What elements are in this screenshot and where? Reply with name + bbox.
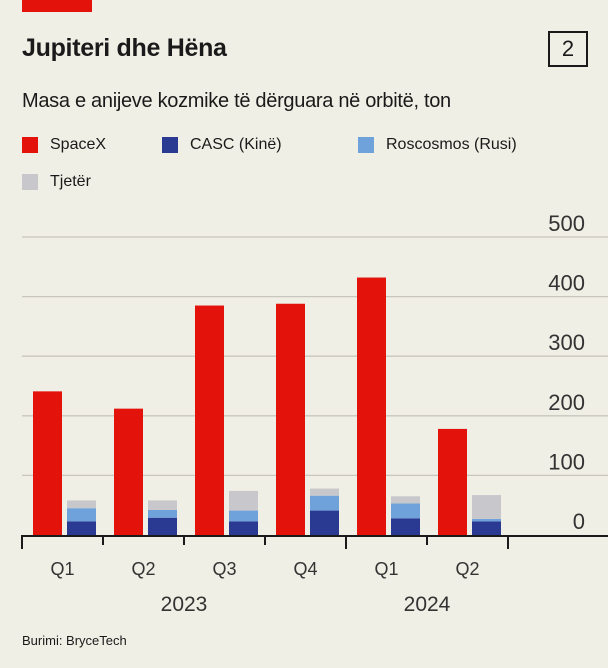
bar-casc — [391, 518, 420, 535]
legend-spacex: SpaceX — [22, 136, 106, 154]
chart-subtitle: Masa e anijeve kozmike të dërguara në or… — [22, 90, 451, 112]
y-tick-label: 0 — [573, 509, 585, 534]
bar-tjetër — [67, 500, 96, 509]
legend-roscosmos: Roscosmos (Rusi) — [358, 136, 517, 154]
bar-tjetër — [148, 500, 177, 510]
legend-label: Roscosmos (Rusi) — [386, 136, 517, 153]
x-tick-label: Q2 — [455, 559, 479, 579]
bar-roscosmos — [310, 495, 339, 511]
y-tick-label: 300 — [548, 330, 585, 355]
bar-roscosmos — [67, 508, 96, 522]
legend-label: SpaceX — [50, 136, 107, 153]
legend-swatch — [162, 137, 178, 153]
bar-casc — [472, 521, 501, 535]
y-tick-label: 400 — [548, 271, 585, 296]
legend-swatch — [22, 174, 38, 190]
legend-label: CASC (Kinë) — [190, 136, 282, 153]
bar-roscosmos — [148, 509, 177, 518]
legend-casc: CASC (Kinë) — [162, 136, 282, 154]
legend-other: Tjetër — [22, 173, 91, 191]
x-tick-label: Q1 — [374, 559, 398, 579]
x-tick-label: Q1 — [50, 559, 74, 579]
bar-spacex — [195, 305, 224, 535]
bar-spacex — [33, 391, 62, 535]
bar-roscosmos — [391, 503, 420, 519]
bar-tjetër — [391, 496, 420, 504]
source-note: Burimi: BryceTech — [22, 633, 127, 648]
bar-tjetër — [472, 495, 501, 519]
legend-swatch — [22, 137, 38, 153]
bar-tjetër — [229, 490, 258, 511]
brand-bar — [22, 0, 92, 12]
x-tick-label: Q4 — [293, 559, 317, 579]
bar-spacex — [114, 408, 143, 535]
legend-swatch — [358, 137, 374, 153]
bar-spacex — [276, 303, 305, 535]
bar-casc — [310, 510, 339, 535]
year-label: 2024 — [404, 593, 451, 616]
bar-spacex — [357, 277, 386, 535]
bar-spacex — [438, 428, 467, 535]
bar-tjetër — [310, 488, 339, 496]
x-tick-label: Q3 — [212, 559, 236, 579]
bar-casc — [229, 521, 258, 535]
y-tick-label: 200 — [548, 390, 585, 415]
bar-roscosmos — [229, 510, 258, 522]
bar-casc — [67, 521, 96, 535]
bar-casc — [148, 517, 177, 535]
y-tick-label: 500 — [548, 211, 585, 236]
legend-label: Tjetër — [50, 173, 91, 190]
chart-title: Jupiteri dhe Hëna — [22, 34, 227, 62]
y-tick-label: 100 — [548, 449, 585, 474]
x-tick-label: Q2 — [131, 559, 155, 579]
chart-number: 2 — [548, 31, 588, 67]
bar-roscosmos — [472, 518, 501, 522]
year-label: 2023 — [161, 593, 208, 616]
